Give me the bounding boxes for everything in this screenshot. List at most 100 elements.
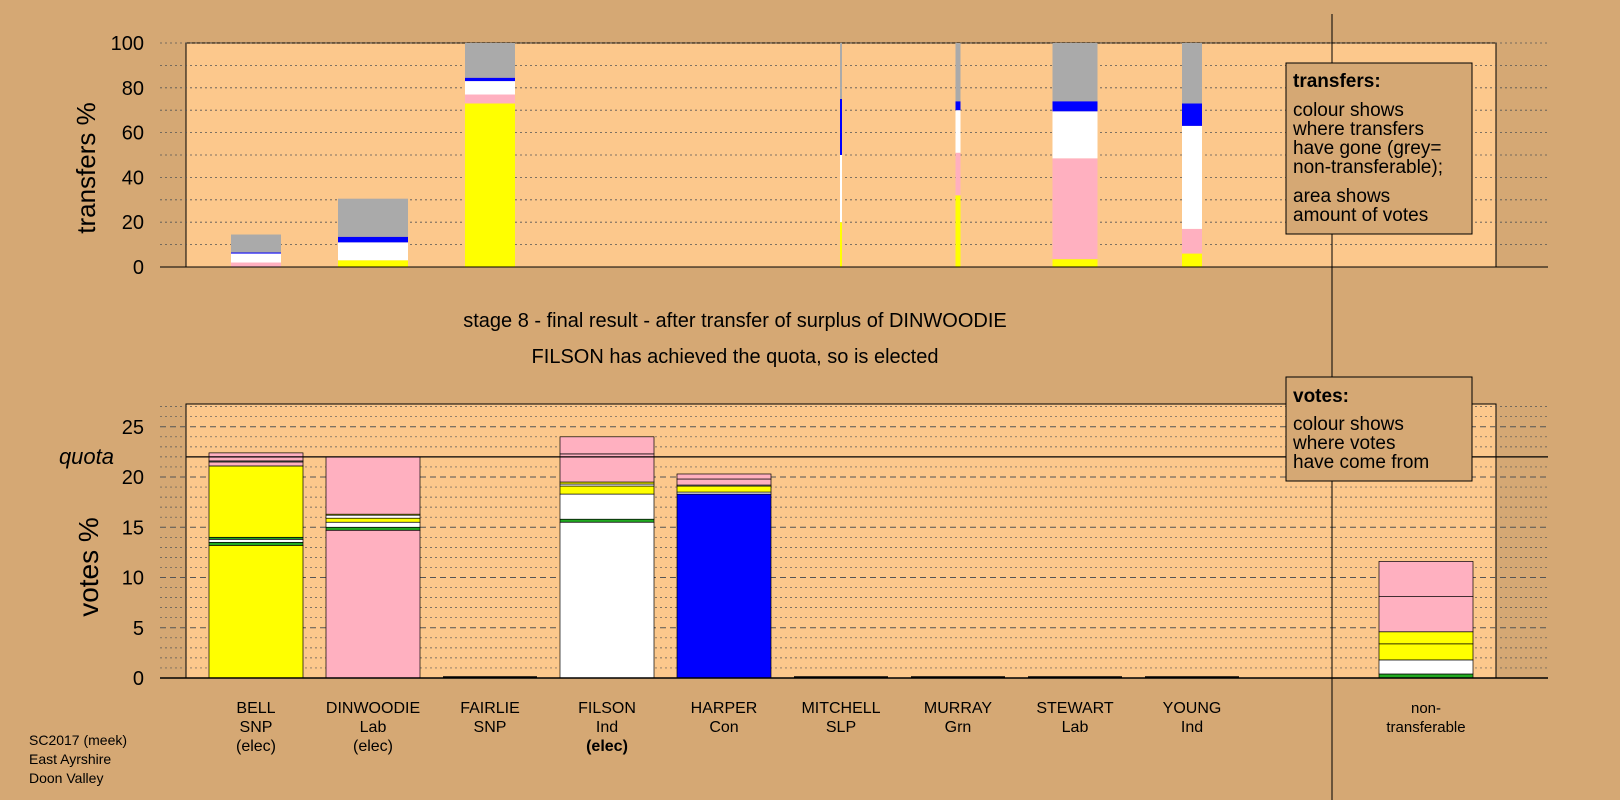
transfer-segment-stewart-blue [1052,101,1098,112]
candidate-label: STEWART [1036,700,1114,717]
votes-y-tick-label: 20 [122,467,144,489]
transfers-bars [231,43,1202,267]
transfers-y-ticks: 0 20 40 60 80 100 [111,33,144,279]
vote-segment-dinwoodie-white [325,514,421,519]
votes-legend-box [1285,376,1473,482]
transfer-segment-bell-blue [231,252,281,254]
candidate-label: MURRAY [924,700,992,717]
votes-legend-line: have come from [1293,452,1429,473]
candidate-label: Lab [1062,719,1089,736]
transfer-segment-mitchell-white [840,155,842,223]
transfer-segment-bell-grey [231,234,281,253]
footer-ward: Doon Valley [29,770,103,786]
votes-panel: 0 5 10 15 20 25 quota votes % BELL SNP (elec) DI… [59,403,1548,755]
transfer-segment-stewart-pink [1052,158,1098,260]
transfer-segment-fairlie-yellow [465,103,515,267]
votes-bars [208,436,1474,679]
transfers-y-tick-label: 80 [122,78,144,100]
transfer-segment-murray-white [955,110,961,153]
transfer-segment-young-yellow [1182,253,1202,267]
transfer-segment-young-grey [1182,43,1202,104]
transfer-segment-murray-blue [955,101,961,111]
vote-segment-non-yellow [1378,631,1474,645]
candidate-label: Ind [1181,719,1203,736]
votes-y-axis-label: votes % [73,517,104,617]
candidate-label: transferable [1386,719,1465,736]
candidate-label: HARPER [691,700,758,717]
candidate-label: SNP [474,719,507,736]
transfers-legend-line: amount of votes [1293,205,1428,226]
vote-segment-dinwoodie-pink [325,529,421,679]
transfer-segment-murray-grey [955,43,961,102]
footer-election: SC2017 (meek) [29,732,127,748]
transfer-segment-mitchell-yellow [840,222,842,267]
stage-title: stage 8 - final result - after transfer … [463,310,1007,332]
transfer-segment-dinwoodie-blue [338,236,408,243]
transfer-segment-fairlie-pink [465,94,515,104]
vote-segment-dinwoodie-white [325,521,421,528]
transfers-legend-line: have gone (grey= [1293,138,1441,159]
votes-y-tick-label: 5 [133,618,144,640]
vote-segment-filson-white [559,521,655,679]
vote-segment-non-pink [1378,561,1474,597]
votes-legend-line: where votes [1292,433,1395,454]
quota-label: quota [59,444,114,469]
vote-segment-filson-yellow [559,485,655,495]
votes-legend-line: colour shows [1293,414,1404,435]
candidate-label: SNP [240,719,273,736]
transfer-segment-fairlie-white [465,81,515,95]
transfers-legend-line: area shows [1293,186,1390,207]
candidate-label: YOUNG [1163,700,1222,717]
vote-segment-harper-blue [676,493,772,679]
vote-segment-dinwoodie-green [325,526,421,531]
vote-segment-harper-yellow [676,485,772,493]
vote-segment-filson-pink [559,453,655,483]
transfer-segment-bell-white [231,253,281,263]
votes-y-ticks: 0 5 10 15 20 25 [122,417,144,690]
transfer-segment-murray-pink [955,152,961,196]
candidate-labels: BELL SNP (elec) DINWOODIE Lab (elec) FAIRLIE SN… [236,700,1466,755]
transfer-segment-stewart-white [1052,111,1098,159]
transfers-y-axis-label: transfers % [71,102,101,234]
transfers-y-tick-label: 100 [111,33,144,55]
transfers-legend: transfers: colour shows where transfers … [1285,62,1473,235]
votes-y-tick-label: 25 [122,417,144,439]
vote-segment-non-yellow [1378,643,1474,661]
vote-segment-harper-pink [676,473,772,480]
stage-subtitle: FILSON has achieved the quota, so is ele… [532,346,939,368]
vote-segment-bell-yellow [208,544,304,679]
transfer-segment-stewart-grey [1052,43,1098,102]
transfers-legend-line: where transfers [1292,119,1424,140]
footer-council: East Ayrshire [29,751,111,767]
vote-segment-bell-white [208,538,304,543]
candidate-label: Con [709,719,738,736]
vote-segment-filson-white [559,493,655,520]
vote-segment-non-pink [1378,596,1474,633]
candidate-label: MITCHELL [801,700,880,717]
candidate-label: FILSON [578,700,636,717]
transfers-y-tick-label: 20 [122,212,144,234]
votes-y-tick-label: 0 [133,668,144,690]
vote-segment-bell-yellow [208,465,304,538]
transfer-segment-fairlie-blue [465,77,515,82]
candidate-label: BELL [236,700,275,717]
transfer-segment-young-pink [1182,228,1202,254]
transfer-segment-murray-yellow [955,195,961,267]
votes-y-tick-label: 15 [122,517,144,539]
vote-segment-non-white [1378,659,1474,675]
transfers-legend-title: transfers: [1293,71,1381,92]
transfer-segment-bell-pink [231,262,281,267]
candidate-label: (elec) [586,738,628,755]
transfer-segment-young-white [1182,125,1202,229]
transfer-segment-dinwoodie-white [338,242,408,261]
candidate-label: (elec) [236,738,276,755]
transfers-y-tick-label: 0 [133,257,144,279]
transfers-y-tick-label: 60 [122,123,144,145]
vote-segment-harper-pink [676,478,772,486]
vote-segment-dinwoodie-yellow [325,517,421,523]
candidate-label: non- [1411,700,1441,717]
transfer-segment-dinwoodie-grey [338,198,408,237]
vote-segment-dinwoodie-pink [325,456,421,515]
transfers-legend-line: non-transferable); [1293,157,1443,178]
